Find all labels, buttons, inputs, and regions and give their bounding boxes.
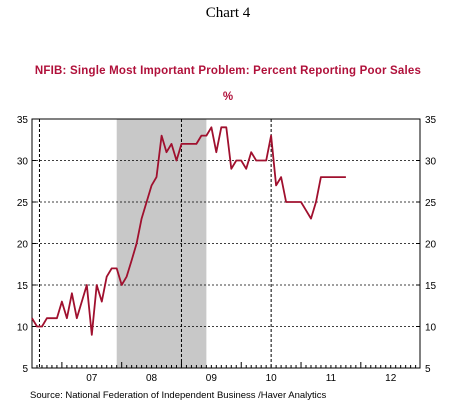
y-tick-label-left-30: 30 [17,157,29,168]
chart-title: NFIB: Single Most Important Problem: Per… [34,65,422,77]
y-tick-label-left-20: 20 [17,240,29,251]
x-tick-label-11: 11 [326,373,337,384]
y-tick-label-left-35: 35 [17,115,29,126]
y-tick-label-right-35: 35 [425,115,437,126]
chart-number: Chart 4 [205,5,251,21]
y-tick-label-right-10: 10 [425,323,437,334]
y-tick-label-left-5: 5 [22,364,28,375]
y-tick-label-left-10: 10 [17,323,29,334]
x-tick-label-10: 10 [266,373,278,384]
y-tick-label-right-25: 25 [425,198,437,209]
chart-unit-label: % [222,91,234,103]
y-tick-label-right-30: 30 [425,157,437,168]
y-tick-label-right-20: 20 [425,240,437,251]
y-tick-label-right-15: 15 [425,281,437,292]
y-tick-label-left-15: 15 [17,281,29,292]
series-line-0 [31,126,346,336]
y-tick-label-left-25: 25 [17,198,29,209]
source-note: Source: National Federation of Independe… [30,390,327,401]
x-tick-label-12: 12 [385,373,397,384]
x-tick-label-08: 08 [146,373,158,384]
x-tick-label-07: 07 [86,373,98,384]
x-tick-label-09: 09 [206,373,218,384]
y-tick-label-right-5: 5 [425,364,431,375]
